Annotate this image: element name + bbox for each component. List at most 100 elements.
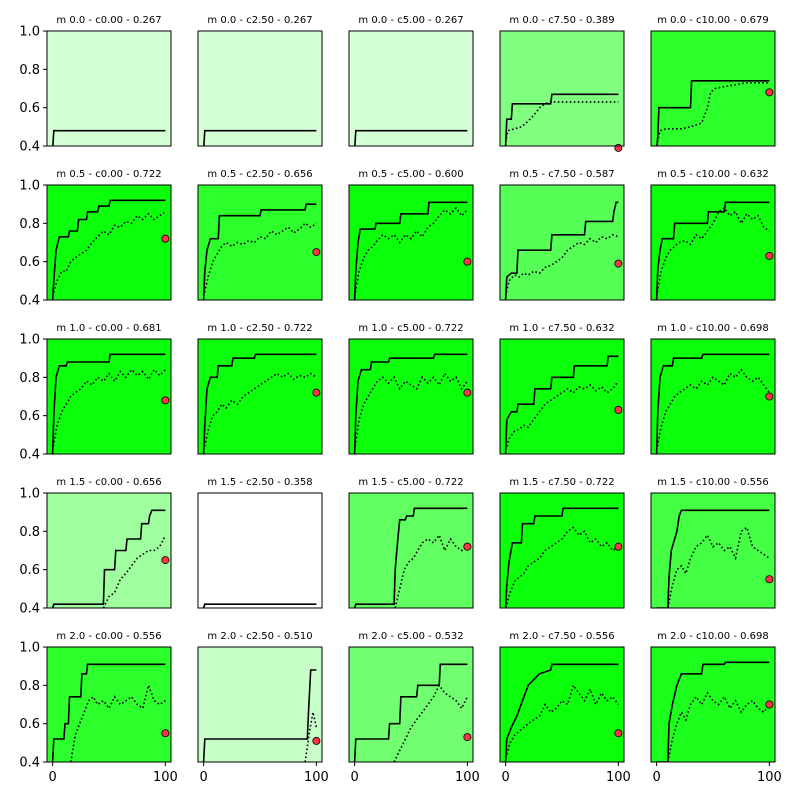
panel: m 0.5 - c10.00 - 0.632 [650, 169, 776, 301]
panel-frame [46, 30, 172, 147]
series-line-solid [52, 129, 166, 146]
data-point-marker [614, 259, 623, 268]
panel-frame [348, 646, 474, 763]
panel-frame [348, 184, 474, 301]
panel-background [651, 339, 775, 454]
panel-frame [499, 646, 625, 763]
panel: m 1.5 - c0.00 - 0.656 0.4 0.6 0.8 1.0 [19, 477, 172, 617]
panel-background [198, 339, 322, 454]
panel-background [198, 493, 322, 608]
panel: m 2.0 - c10.00 - 0.698 0 100 [650, 631, 782, 785]
panel: m 1.5 - c2.50 - 0.358 [197, 477, 323, 609]
y-tick-label: 0.8 [19, 371, 40, 386]
panel-frame [650, 184, 776, 301]
x-tick-label: 0 [48, 770, 56, 785]
panel-frame [650, 338, 776, 455]
panel-title: m 1.0 - c2.50 - 0.722 [207, 323, 312, 334]
panel-title: m 0.5 - c5.00 - 0.600 [358, 169, 463, 180]
series-line-dotted [102, 534, 167, 608]
x-tick-label: 0 [652, 770, 660, 785]
series-line-solid [504, 93, 619, 146]
series-line-solid [353, 507, 468, 608]
series-line-dotted [655, 206, 770, 297]
panel-frame [46, 184, 172, 301]
series-line-solid [656, 80, 770, 146]
panel: m 1.5 - c10.00 - 0.556 [650, 477, 776, 609]
data-point-marker [463, 257, 472, 266]
panel: m 2.0 - c5.00 - 0.532 0 100 [348, 631, 480, 785]
panel-title: m 1.5 - c5.00 - 0.722 [358, 477, 463, 488]
y-tick-label: 1.0 [19, 641, 40, 656]
data-point-marker [614, 729, 623, 738]
series-line-solid [202, 669, 317, 762]
y-tick-label: 0.6 [19, 717, 40, 732]
panel-title: m 0.5 - c0.00 - 0.722 [56, 169, 161, 180]
series-line-dotted [504, 526, 619, 608]
panel-title: m 1.5 - c7.50 - 0.722 [509, 477, 614, 488]
series-line-dotted [51, 211, 166, 297]
y-tick-label: 0.6 [19, 563, 40, 578]
y-tick-label: 0.4 [19, 294, 40, 309]
panel-frame [197, 646, 323, 763]
panel-background [651, 31, 775, 146]
series-line-dotted [655, 82, 770, 146]
y-tick-label: 0.8 [19, 525, 40, 540]
panel-background [349, 31, 473, 146]
panel: m 0.0 - c7.50 - 0.389 [499, 15, 625, 152]
panel-title: m 0.5 - c2.50 - 0.656 [207, 169, 312, 180]
panel-background [349, 185, 473, 300]
panel-background [500, 185, 624, 300]
series-line-solid [353, 201, 468, 300]
panel-title: m 0.0 - c5.00 - 0.267 [358, 15, 463, 26]
x-tick-label: 100 [153, 770, 178, 785]
series-line-dotted [667, 691, 771, 762]
series-line-dotted [504, 101, 619, 143]
panel: m 1.0 - c5.00 - 0.722 [348, 323, 474, 455]
panel-title: m 0.5 - c10.00 - 0.632 [657, 169, 769, 180]
y-tick-label: 0.4 [19, 602, 40, 617]
series-line-dotted [202, 372, 317, 451]
panel-background [349, 647, 473, 762]
series-line-solid [51, 353, 166, 454]
panel-background [198, 647, 322, 762]
panel-frame [46, 492, 172, 609]
panel-background [198, 31, 322, 146]
panel: m 0.0 - c10.00 - 0.679 [650, 15, 776, 147]
panel-background [500, 493, 624, 608]
data-point-marker [765, 575, 774, 584]
y-tick-label: 0.6 [19, 255, 40, 270]
panel-title: m 2.0 - c10.00 - 0.698 [657, 631, 769, 642]
series-line-dotted [504, 233, 619, 297]
panel-title: m 0.0 - c2.50 - 0.267 [207, 15, 312, 26]
series-line-solid [202, 353, 317, 454]
panel: m 0.0 - c0.00 - 0.267 0.4 0.6 0.8 1.0 [19, 15, 172, 155]
y-tick-label: 0.6 [19, 101, 40, 116]
panel-frame [197, 338, 323, 455]
series-line-solid [504, 663, 619, 762]
series-line-solid [353, 353, 468, 454]
data-point-marker [161, 729, 170, 738]
y-tick-label: 0.4 [19, 448, 40, 463]
y-tick-label: 0.4 [19, 140, 40, 155]
y-tick-label: 1.0 [19, 179, 40, 194]
y-tick-label: 0.4 [19, 756, 40, 771]
panel-frame [499, 30, 625, 147]
series-line-dotted [353, 371, 469, 451]
panel: m 0.0 - c5.00 - 0.267 [348, 15, 474, 147]
panel-frame [650, 30, 776, 147]
panel-frame [499, 184, 625, 301]
panel-frame [197, 30, 323, 147]
panel-frame [197, 184, 323, 301]
panel: m 2.0 - c0.00 - 0.556 0.4 0.6 0.8 1.0 0 100 [19, 631, 177, 785]
x-tick-label: 100 [304, 770, 329, 785]
panel: m 1.5 - c5.00 - 0.722 [348, 477, 474, 609]
series-line-solid [504, 201, 619, 300]
panel-frame [348, 492, 474, 609]
panel-title: m 1.0 - c0.00 - 0.681 [56, 323, 161, 334]
data-point-marker [161, 396, 170, 405]
series-line-dotted [69, 682, 166, 762]
x-tick-label: 0 [501, 770, 509, 785]
panel-title: m 0.0 - c0.00 - 0.267 [56, 15, 161, 26]
panel-background [47, 647, 171, 762]
